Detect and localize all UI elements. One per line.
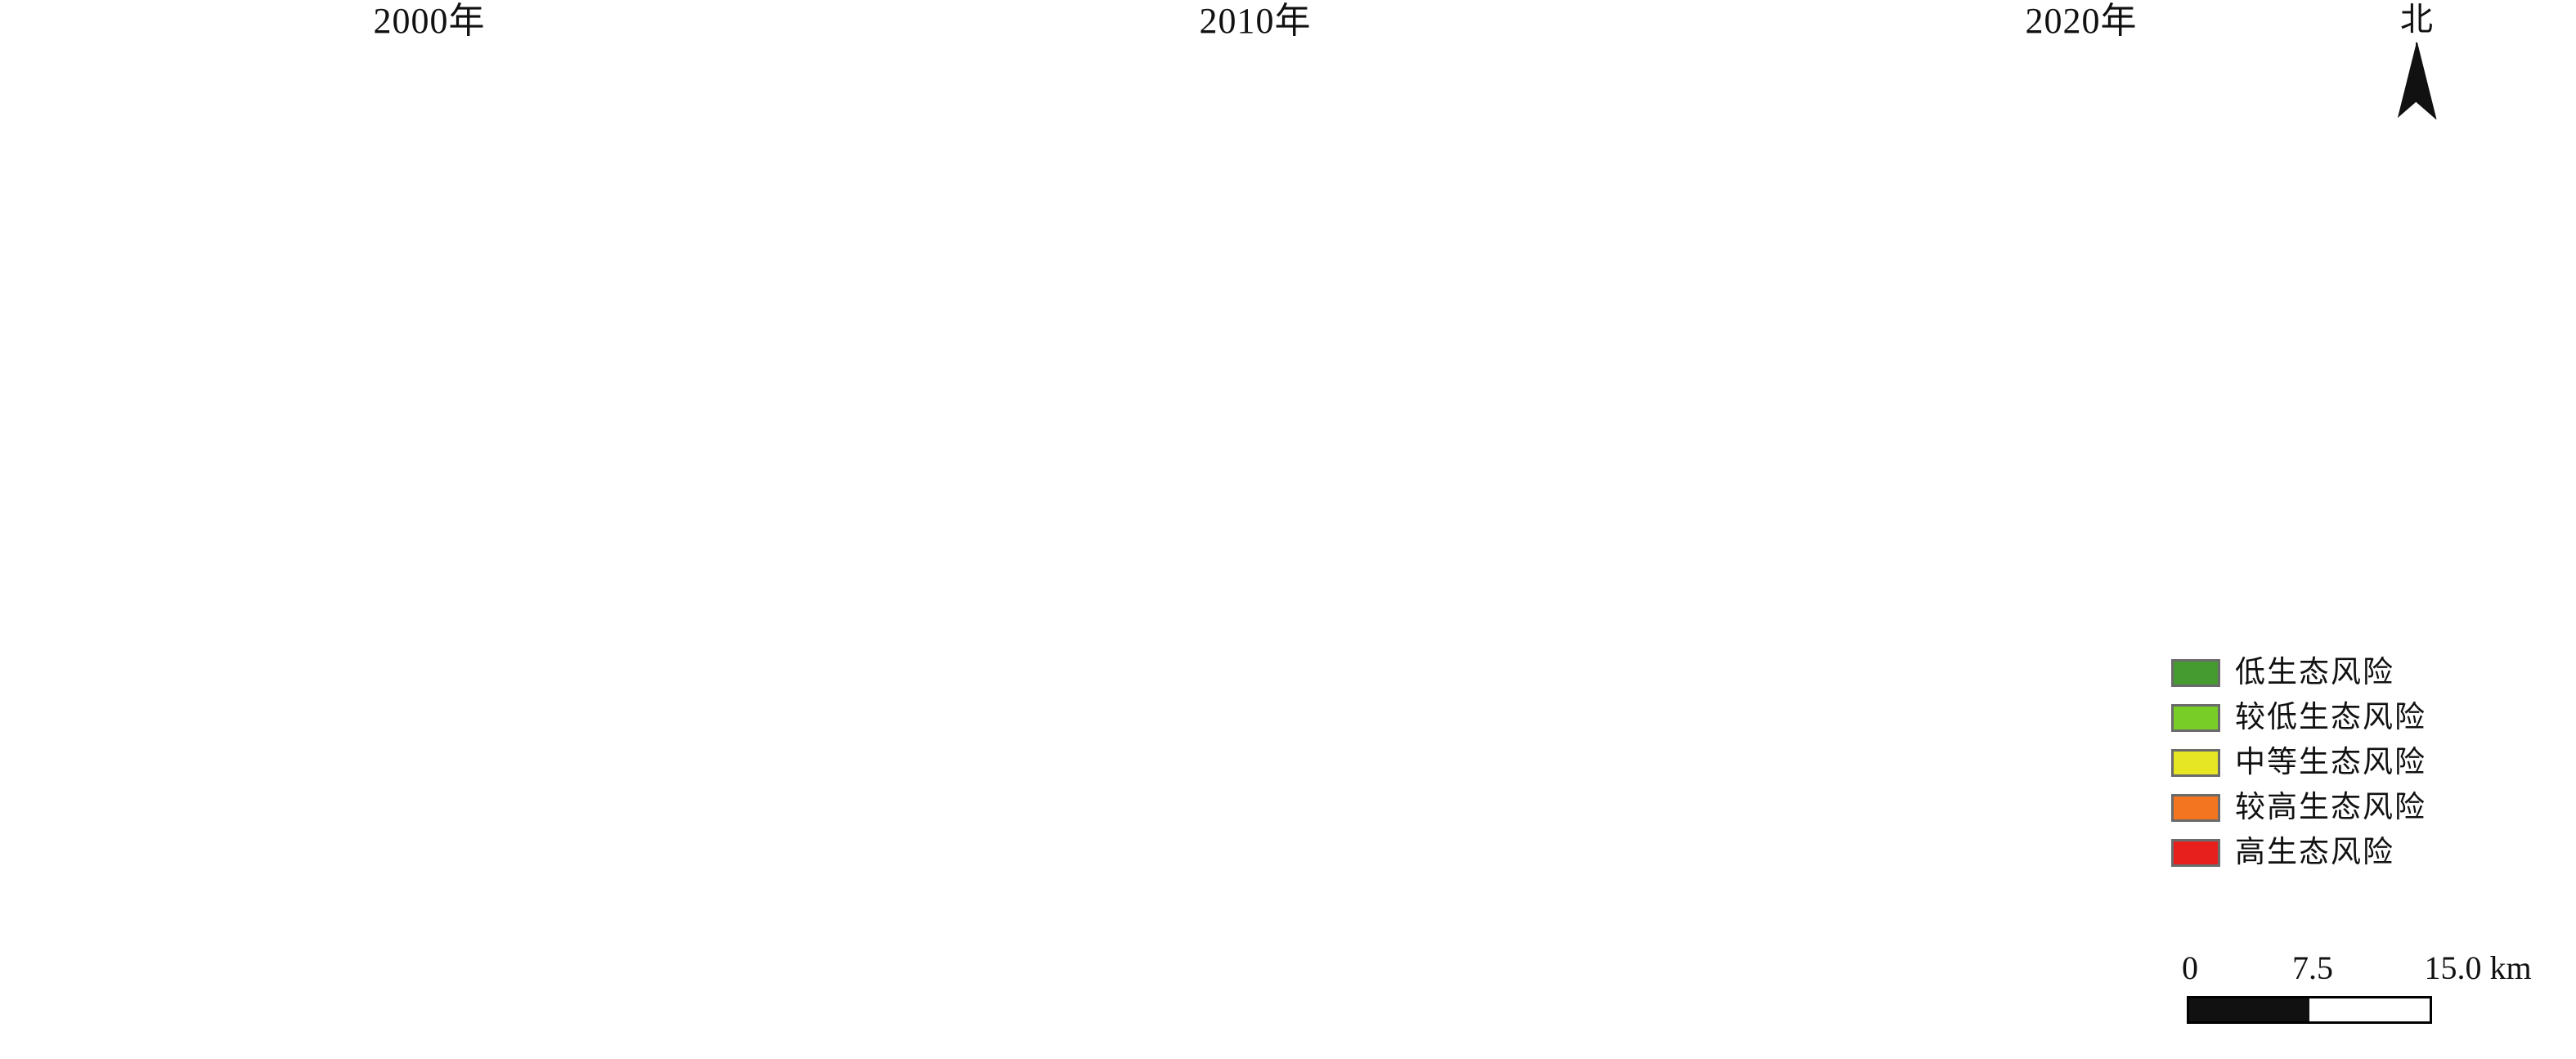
legend-swatch-high bbox=[2171, 838, 2220, 867]
scale-bar: 0 7.5 15.0 km bbox=[2175, 949, 2551, 1024]
legend-swatch-lower bbox=[2171, 703, 2220, 732]
legend-item: 高生态风险 bbox=[2171, 830, 2426, 875]
scale-bar-graphic bbox=[2187, 996, 2432, 1024]
map-panel-2010: 2010年 bbox=[826, 0, 1685, 1059]
legend-label: 较高生态风险 bbox=[2235, 791, 2426, 824]
legend-label: 中等生态风险 bbox=[2235, 746, 2426, 779]
legend-label: 高生态风险 bbox=[2235, 836, 2394, 869]
scale-tick-0: 0 bbox=[2182, 949, 2198, 986]
map-panel-2000: 2000年 bbox=[0, 0, 859, 1059]
legend-item: 中等生态风险 bbox=[2171, 740, 2426, 785]
north-arrow: 北 bbox=[2367, 3, 2466, 119]
legend-item: 较高生态风险 bbox=[2171, 785, 2426, 830]
legend-swatch-higher bbox=[2171, 793, 2220, 822]
legend-swatch-low bbox=[2171, 658, 2220, 687]
legend-swatch-medium bbox=[2171, 748, 2220, 777]
scale-bar-segment-empty bbox=[2309, 998, 2430, 1021]
legend-label: 较低生态风险 bbox=[2235, 701, 2426, 734]
legend-item: 低生态风险 bbox=[2171, 650, 2426, 695]
scale-bar-ticks: 0 7.5 15.0 km bbox=[2175, 949, 2551, 991]
north-arrow-icon bbox=[2398, 42, 2437, 119]
legend-item: 较低生态风险 bbox=[2171, 695, 2426, 740]
legend: 低生态风险 较低生态风险 中等生态风险 较高生态风险 高生态风险 bbox=[2171, 650, 2426, 875]
scale-tick-1: 7.5 bbox=[2292, 949, 2333, 986]
panel-title: 2020年 bbox=[2025, 1, 2138, 41]
scale-tick-2: 15.0 km bbox=[2424, 949, 2532, 986]
scale-bar-segment-filled bbox=[2189, 998, 2309, 1021]
map-panel-2020: 2020年 bbox=[1652, 0, 2511, 1059]
panel-title: 2000年 bbox=[373, 1, 486, 41]
legend-label: 低生态风险 bbox=[2235, 656, 2394, 689]
north-label: 北 bbox=[2400, 1, 2433, 38]
panel-title: 2010年 bbox=[1199, 1, 1312, 41]
